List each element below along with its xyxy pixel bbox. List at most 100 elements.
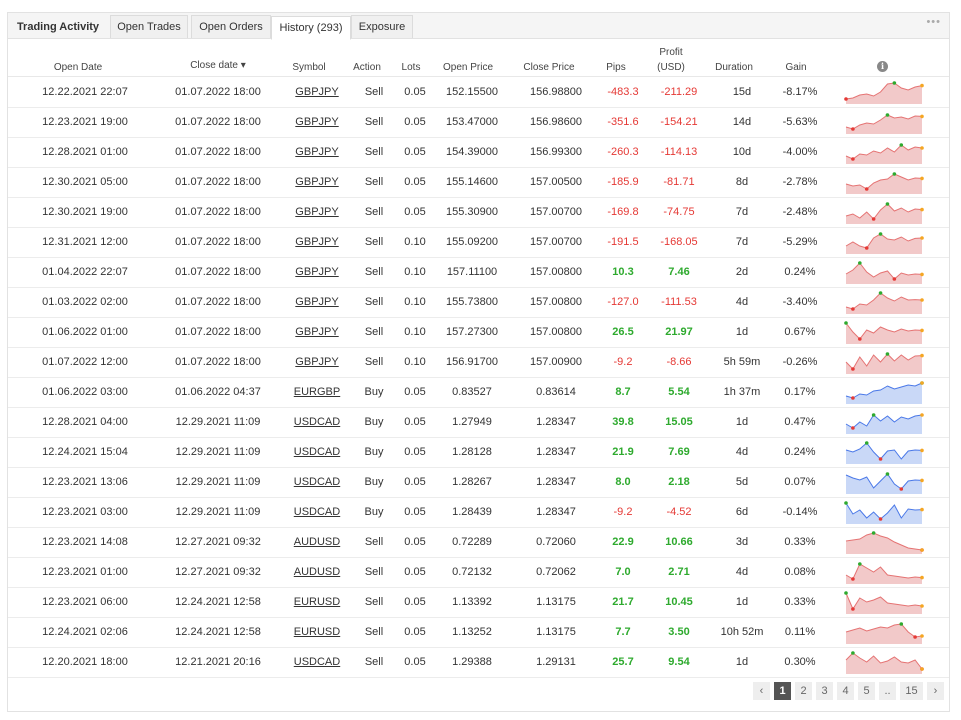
close-date-cell: 01.07.2022 18:00 <box>175 176 261 188</box>
sparkline-last-point <box>920 507 924 512</box>
tab-history[interactable]: History (293) <box>271 16 351 40</box>
tab-trading-activity[interactable]: Trading Activity <box>16 21 100 33</box>
header-action[interactable]: Action <box>353 62 381 73</box>
symbol-link[interactable]: GBPJPY <box>295 356 339 368</box>
header-duration[interactable]: Duration <box>715 62 753 73</box>
table-row[interactable]: 01.04.2022 22:07 01.07.2022 18:00 GBPJPY Se… <box>8 257 949 288</box>
open-date-cell: 12.24.2021 02:06 <box>42 626 128 638</box>
lots-cell: 0.05 <box>404 206 426 218</box>
page-ellipsis: .. <box>879 682 896 700</box>
lots-cell: 0.10 <box>404 236 426 248</box>
table-row[interactable]: 12.23.2021 06:00 12.24.2021 12:58 EURUSD Se… <box>8 587 949 618</box>
more-options-icon[interactable]: ••• <box>926 16 941 28</box>
symbol-link[interactable]: GBPJPY <box>295 116 339 128</box>
sparkline-area <box>846 263 922 284</box>
page-2-button[interactable]: 2 <box>795 682 812 700</box>
symbol-link[interactable]: USDCAD <box>293 476 341 488</box>
symbol-link[interactable]: EURUSD <box>293 626 341 638</box>
page-3-button[interactable]: 3 <box>816 682 833 700</box>
open-date-cell: 12.23.2021 01:00 <box>42 566 128 578</box>
close-price-cell: 0.72060 <box>536 536 576 548</box>
table-row[interactable]: 12.28.2021 04:00 12.29.2021 11:09 USDCAD Bu… <box>8 407 949 438</box>
page-1-button[interactable]: 1 <box>774 682 791 700</box>
symbol-link[interactable]: AUDUSD <box>293 566 341 578</box>
symbol-link[interactable]: USDCAD <box>293 416 341 428</box>
gain-cell: -2.78% <box>782 176 818 188</box>
table-row[interactable]: 12.22.2021 22:07 01.07.2022 18:00 GBPJPY Se… <box>8 77 949 108</box>
tab-open-trades[interactable]: Open Trades <box>110 15 188 38</box>
symbol-link[interactable]: GBPJPY <box>295 266 339 278</box>
symbol-link[interactable]: USDCAD <box>293 506 341 518</box>
table-row[interactable]: 12.23.2021 03:00 12.29.2021 11:09 USDCAD Bu… <box>8 497 949 528</box>
header-symbol[interactable]: Symbol <box>292 62 326 73</box>
page-5-button[interactable]: 5 <box>858 682 875 700</box>
sparkline-last-point <box>920 667 924 671</box>
close-date-cell: 01.07.2022 18:00 <box>175 326 261 338</box>
symbol-link[interactable]: GBPJPY <box>295 206 339 218</box>
table-row[interactable]: 01.06.2022 03:00 01.06.2022 04:37 EURGBP Bu… <box>8 377 949 408</box>
symbol-link[interactable]: USDCAD <box>293 446 341 458</box>
sparkline-chart <box>844 321 924 344</box>
sparkline-chart <box>845 651 924 674</box>
duration-cell: 5d <box>735 476 749 488</box>
table-row[interactable]: 12.23.2021 14:08 12.27.2021 09:32 AUDUSD Se… <box>8 527 949 558</box>
sparkline-chart <box>845 441 924 464</box>
open-date-cell: 12.23.2021 06:00 <box>42 596 128 608</box>
symbol-link[interactable]: GBPJPY <box>295 326 339 338</box>
header-close-price[interactable]: Close Price <box>523 62 575 73</box>
symbol-link[interactable]: GBPJPY <box>295 86 339 98</box>
pips-cell: 21.9 <box>612 446 634 458</box>
table-row[interactable]: 12.30.2021 05:00 01.07.2022 18:00 GBPJPY Se… <box>8 167 949 198</box>
next-page-icon[interactable]: › <box>927 682 944 700</box>
symbol-link[interactable]: EURGBP <box>293 386 341 398</box>
table-row[interactable]: 12.23.2021 19:00 01.07.2022 18:00 GBPJPY Se… <box>8 107 949 138</box>
table-row[interactable]: 12.28.2021 01:00 01.07.2022 18:00 GBPJPY Se… <box>8 137 949 168</box>
table-row[interactable]: 12.24.2021 02:06 12.24.2021 12:58 EURUSD Se… <box>8 617 949 648</box>
header-open-price[interactable]: Open Price <box>442 62 494 73</box>
header-gain[interactable]: Gain <box>785 62 807 73</box>
table-row[interactable]: 12.24.2021 15:04 12.29.2021 11:09 USDCAD Bu… <box>8 437 949 468</box>
tab-exposure[interactable]: Exposure <box>351 15 413 38</box>
sparkline-area <box>846 354 922 374</box>
header-pips[interactable]: Pips <box>606 62 626 73</box>
header-close-date[interactable]: Close date ▾ <box>190 60 246 71</box>
sparkline-last-point <box>920 298 924 302</box>
info-icon[interactable]: i <box>877 61 888 72</box>
table-row[interactable]: 12.23.2021 01:00 12.27.2021 09:32 AUDUSD Se… <box>8 557 949 588</box>
table-row[interactable]: 12.31.2021 12:00 01.07.2022 18:00 GBPJPY Se… <box>8 227 949 258</box>
sparkline-high-point <box>871 531 876 535</box>
table-row[interactable]: 12.23.2021 13:06 12.29.2021 11:09 USDCAD Bu… <box>8 467 949 498</box>
page-15-button[interactable]: 15 <box>900 682 923 700</box>
close-price-cell: 1.13175 <box>536 596 576 608</box>
symbol-link[interactable]: GBPJPY <box>295 176 339 188</box>
open-date-cell: 01.04.2022 22:07 <box>42 266 128 278</box>
header-lots[interactable]: Lots <box>401 62 421 73</box>
header-profit[interactable]: Profit <box>659 47 683 58</box>
open-date-cell: 12.23.2021 03:00 <box>42 506 128 518</box>
gain-cell: -3.40% <box>782 296 818 308</box>
symbol-link[interactable]: GBPJPY <box>295 236 339 248</box>
sparkline-chart <box>845 291 924 314</box>
header-open-date[interactable]: Open Date <box>53 62 103 73</box>
symbol-link[interactable]: GBPJPY <box>295 146 339 158</box>
symbol-link[interactable]: GBPJPY <box>295 296 339 308</box>
table-row[interactable]: 12.20.2021 18:00 12.21.2021 20:16 USDCAD Se… <box>8 647 949 678</box>
table-row[interactable]: 12.30.2021 19:00 01.07.2022 18:00 GBPJPY Se… <box>8 197 949 228</box>
table-row[interactable]: 01.07.2022 12:00 01.07.2022 18:00 GBPJPY Se… <box>8 347 949 378</box>
symbol-link[interactable]: AUDUSD <box>293 536 341 548</box>
prev-page-icon[interactable]: ‹ <box>753 682 770 700</box>
sparkline-low-point <box>851 426 855 430</box>
table-row[interactable]: 01.06.2022 01:00 01.07.2022 18:00 GBPJPY Se… <box>8 317 949 348</box>
lots-cell: 0.05 <box>404 176 426 188</box>
table-row[interactable]: 01.03.2022 02:00 01.07.2022 18:00 GBPJPY Se… <box>8 287 949 318</box>
open-price-cell: 1.28128 <box>452 446 492 458</box>
sparkline-high-point <box>851 651 855 655</box>
page-4-button[interactable]: 4 <box>837 682 854 700</box>
action-cell: Sell <box>364 266 384 278</box>
symbol-link[interactable]: USDCAD <box>293 656 341 668</box>
tab-open-orders[interactable]: Open Orders <box>191 15 271 38</box>
gain-cell: 0.24% <box>784 266 816 278</box>
sparkline-low-point <box>851 157 855 161</box>
symbol-link[interactable]: EURUSD <box>293 596 341 608</box>
sparkline-area <box>846 653 922 674</box>
